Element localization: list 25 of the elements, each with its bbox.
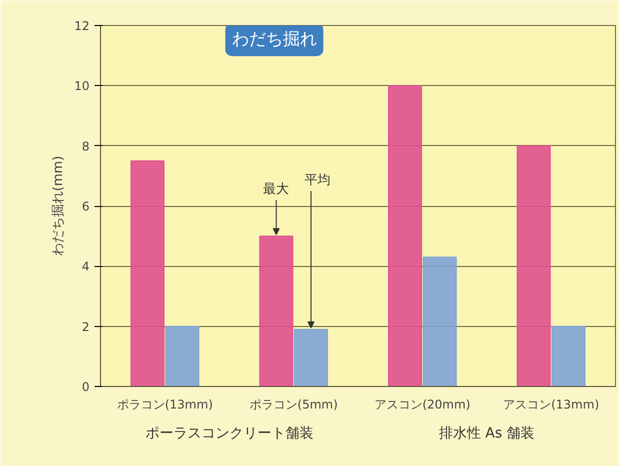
x-tick-label: アスコン(20mm) [374, 398, 470, 412]
y-tick-label: 8 [82, 139, 90, 154]
bar [422, 256, 457, 386]
x-tick-label: アスコン(13mm) [503, 398, 600, 412]
text: 排水性 As 舗装 [438, 426, 535, 442]
y-tick-label: 4 [82, 260, 90, 274]
bar [294, 328, 328, 386]
bar [551, 326, 586, 386]
y-tick-label: 2 [82, 320, 90, 334]
y-axis-title: わだち掘れ(mm) [51, 156, 66, 256]
bar [388, 85, 422, 386]
text: 平均 [304, 172, 330, 188]
bar [130, 160, 165, 386]
text: ポーラスコンクリート舗装 [145, 426, 314, 442]
chart-title: わだち掘れ [232, 30, 317, 50]
y-tick-label: 6 [82, 200, 90, 214]
bar [516, 145, 551, 386]
y-tick-label: 12 [74, 19, 90, 33]
x-tick-label: ポラコン(5mm) [249, 398, 338, 412]
y-tick-label: 10 [74, 79, 90, 94]
bar [165, 326, 200, 386]
bar [259, 236, 294, 386]
text: 最大 [263, 182, 290, 197]
y-tick-label: 0 [82, 380, 90, 394]
x-tick-label: ポラコン(13mm) [116, 398, 213, 412]
